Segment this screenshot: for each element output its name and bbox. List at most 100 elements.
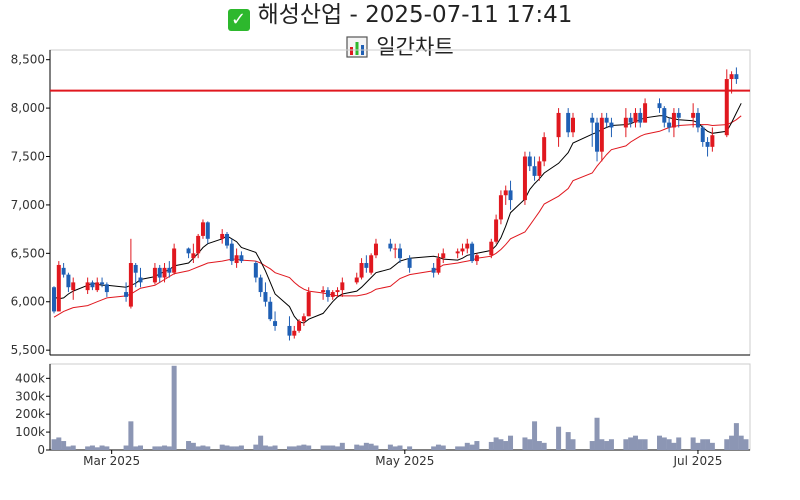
volume-bar [229,446,235,450]
candlestick [398,243,402,264]
candlestick [85,277,90,294]
candle-body [556,112,561,138]
candlestick [100,277,105,288]
volume-y-tick-label: 300k [15,389,45,403]
candlestick [498,190,503,225]
candlestick [604,112,609,128]
candlestick [340,277,345,297]
volume-bar [657,435,662,450]
candlestick [90,280,95,291]
candlestick [273,311,278,331]
volume-bar [661,437,667,450]
volume-bar [676,437,682,450]
volume-bar [325,445,331,450]
candle-body [724,79,729,136]
candlestick [172,243,177,275]
candlestick [220,229,225,244]
candle-body [729,74,734,80]
candle-body [628,117,633,123]
volume-bar [464,442,470,450]
volume-y-tick-label: 0 [37,443,45,457]
candle-body [604,117,609,123]
volume-bar [469,444,475,450]
candle-body [431,267,436,273]
volume-bar [594,417,600,450]
candlestick [623,108,628,138]
candle-body [66,274,71,288]
volume-bar [133,446,139,450]
candle-body [321,290,326,293]
candle-body [239,255,244,262]
candle-body [234,255,239,264]
volume-bar [738,435,744,450]
candlestick [71,277,76,300]
volume-bar [296,445,302,450]
candlestick [157,264,162,283]
candle-body [455,251,460,254]
candle-body [263,292,268,302]
candlestick [667,117,672,133]
candlestick [522,151,527,205]
candle-body [273,321,278,326]
volume-bar [623,439,629,450]
candle-body [590,117,595,123]
price-y-tick-label: 6,000 [11,295,45,309]
candle-body [85,282,90,291]
candlestick [152,263,157,285]
volume-bar [195,446,201,450]
candlestick [196,233,201,259]
candle-body [297,321,302,331]
volume-bar [671,442,677,450]
volume-bar [397,445,403,450]
volume-bar [527,439,533,450]
date-tick-label: Mar 2025 [83,454,140,468]
volume-bar [724,439,730,450]
volume-bar [85,446,91,450]
date-tick-label: May 2025 [375,454,434,468]
volume-bar [522,437,528,450]
candlestick [297,319,302,333]
candle-body [474,255,479,262]
volume-bar [253,444,259,450]
candlestick [662,106,667,128]
candlestick [599,112,604,162]
candle-body [657,103,662,109]
volume-bar [729,435,735,450]
candlestick [633,108,638,128]
volume-bar [570,439,576,450]
candlestick [61,263,66,278]
candlestick [705,137,710,157]
volume-bar [89,445,95,450]
candlestick [364,255,369,273]
candle-body [369,255,374,273]
price-y-tick-label: 7,500 [11,150,45,164]
candle-body [95,282,100,291]
candle-body [638,112,643,123]
candlestick [460,243,465,256]
candle-body [186,248,191,254]
volume-y-tick-label: 400k [15,371,45,385]
candlestick [239,251,244,264]
candlestick [556,108,561,147]
volume-bar [190,442,196,450]
volume-bar [373,445,379,450]
volume-bar [363,442,369,450]
volume-bar [138,445,143,450]
candlestick [162,263,167,283]
volume-bar [70,445,76,450]
candle-body [527,156,532,167]
candle-body [532,166,537,176]
volume-bar [61,441,67,450]
candle-body [306,292,311,317]
volume-bar [503,441,509,450]
candlestick [691,103,696,128]
candlestick [95,277,100,293]
candlestick [676,108,681,128]
candlestick [566,108,571,138]
volume-bar [200,445,206,450]
volume-bar [219,444,225,450]
volume-bar [431,446,437,450]
candle-body [388,243,393,249]
candle-body [104,284,109,293]
candlestick [431,263,436,278]
